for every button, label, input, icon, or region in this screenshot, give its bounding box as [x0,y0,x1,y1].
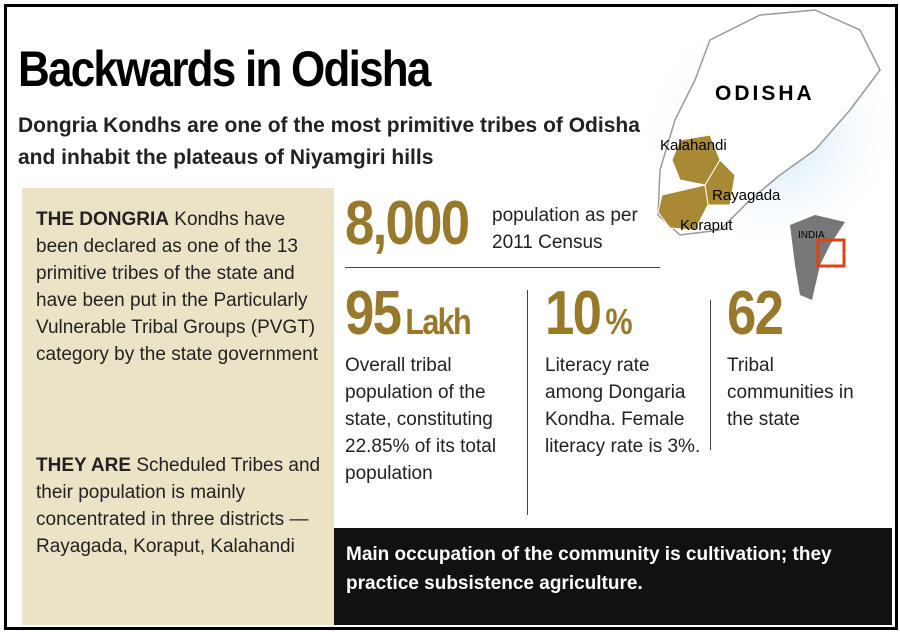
unit: % [605,301,632,342]
subtitle: Dongria Kondhs are one of the most primi… [18,114,640,169]
text: Kondhs have been declared as one of the … [36,209,318,365]
stat-value: 10% [545,278,633,349]
stat-text: population as per 2011 Census [492,205,638,253]
frame [4,4,898,630]
paragraph: THE DONGRIA Kondhs have been declared as… [36,206,326,368]
map-label: Rayagada [712,187,781,204]
highlight [816,238,846,268]
lead: THEY ARE [36,455,132,476]
map: ODISHA Kalahandi Rayagada Koraput INDIA [635,5,896,300]
stat-value: 8,000 [345,189,470,258]
paragraph: THEY ARE Scheduled Tribes and their popu… [36,452,326,560]
text: Scheduled Tribes and their population is… [36,455,321,557]
footer-text: Main occupation of the community is cult… [346,544,832,594]
stat-text: Literacy rate among Dongaria Kondha. Fem… [545,355,701,457]
map-label: ODISHA [715,82,815,105]
stat-value: 62 [727,279,784,348]
lead: THE DONGRIA [36,209,169,230]
stat-text: Tribal communities in the state [727,355,854,430]
title: Backwards in Odisha [18,41,431,97]
map-label: Kalahandi [660,137,727,154]
stat-value: 95 Lakh [345,278,472,349]
stat-text: Overall tribal population of the state, … [345,355,497,484]
number: 10 [545,279,602,348]
unit: Lakh [405,301,471,342]
rule [527,290,528,515]
footer: Main occupation of the community is cult… [334,528,892,625]
district [657,184,709,231]
map-label: Koraput [680,217,733,234]
rule [345,267,660,268]
number: 95 [345,279,402,348]
rule [710,300,711,450]
sidebar: THE DONGRIA Kondhs have been declared as… [22,188,334,625]
map-label: INDIA [798,230,825,241]
